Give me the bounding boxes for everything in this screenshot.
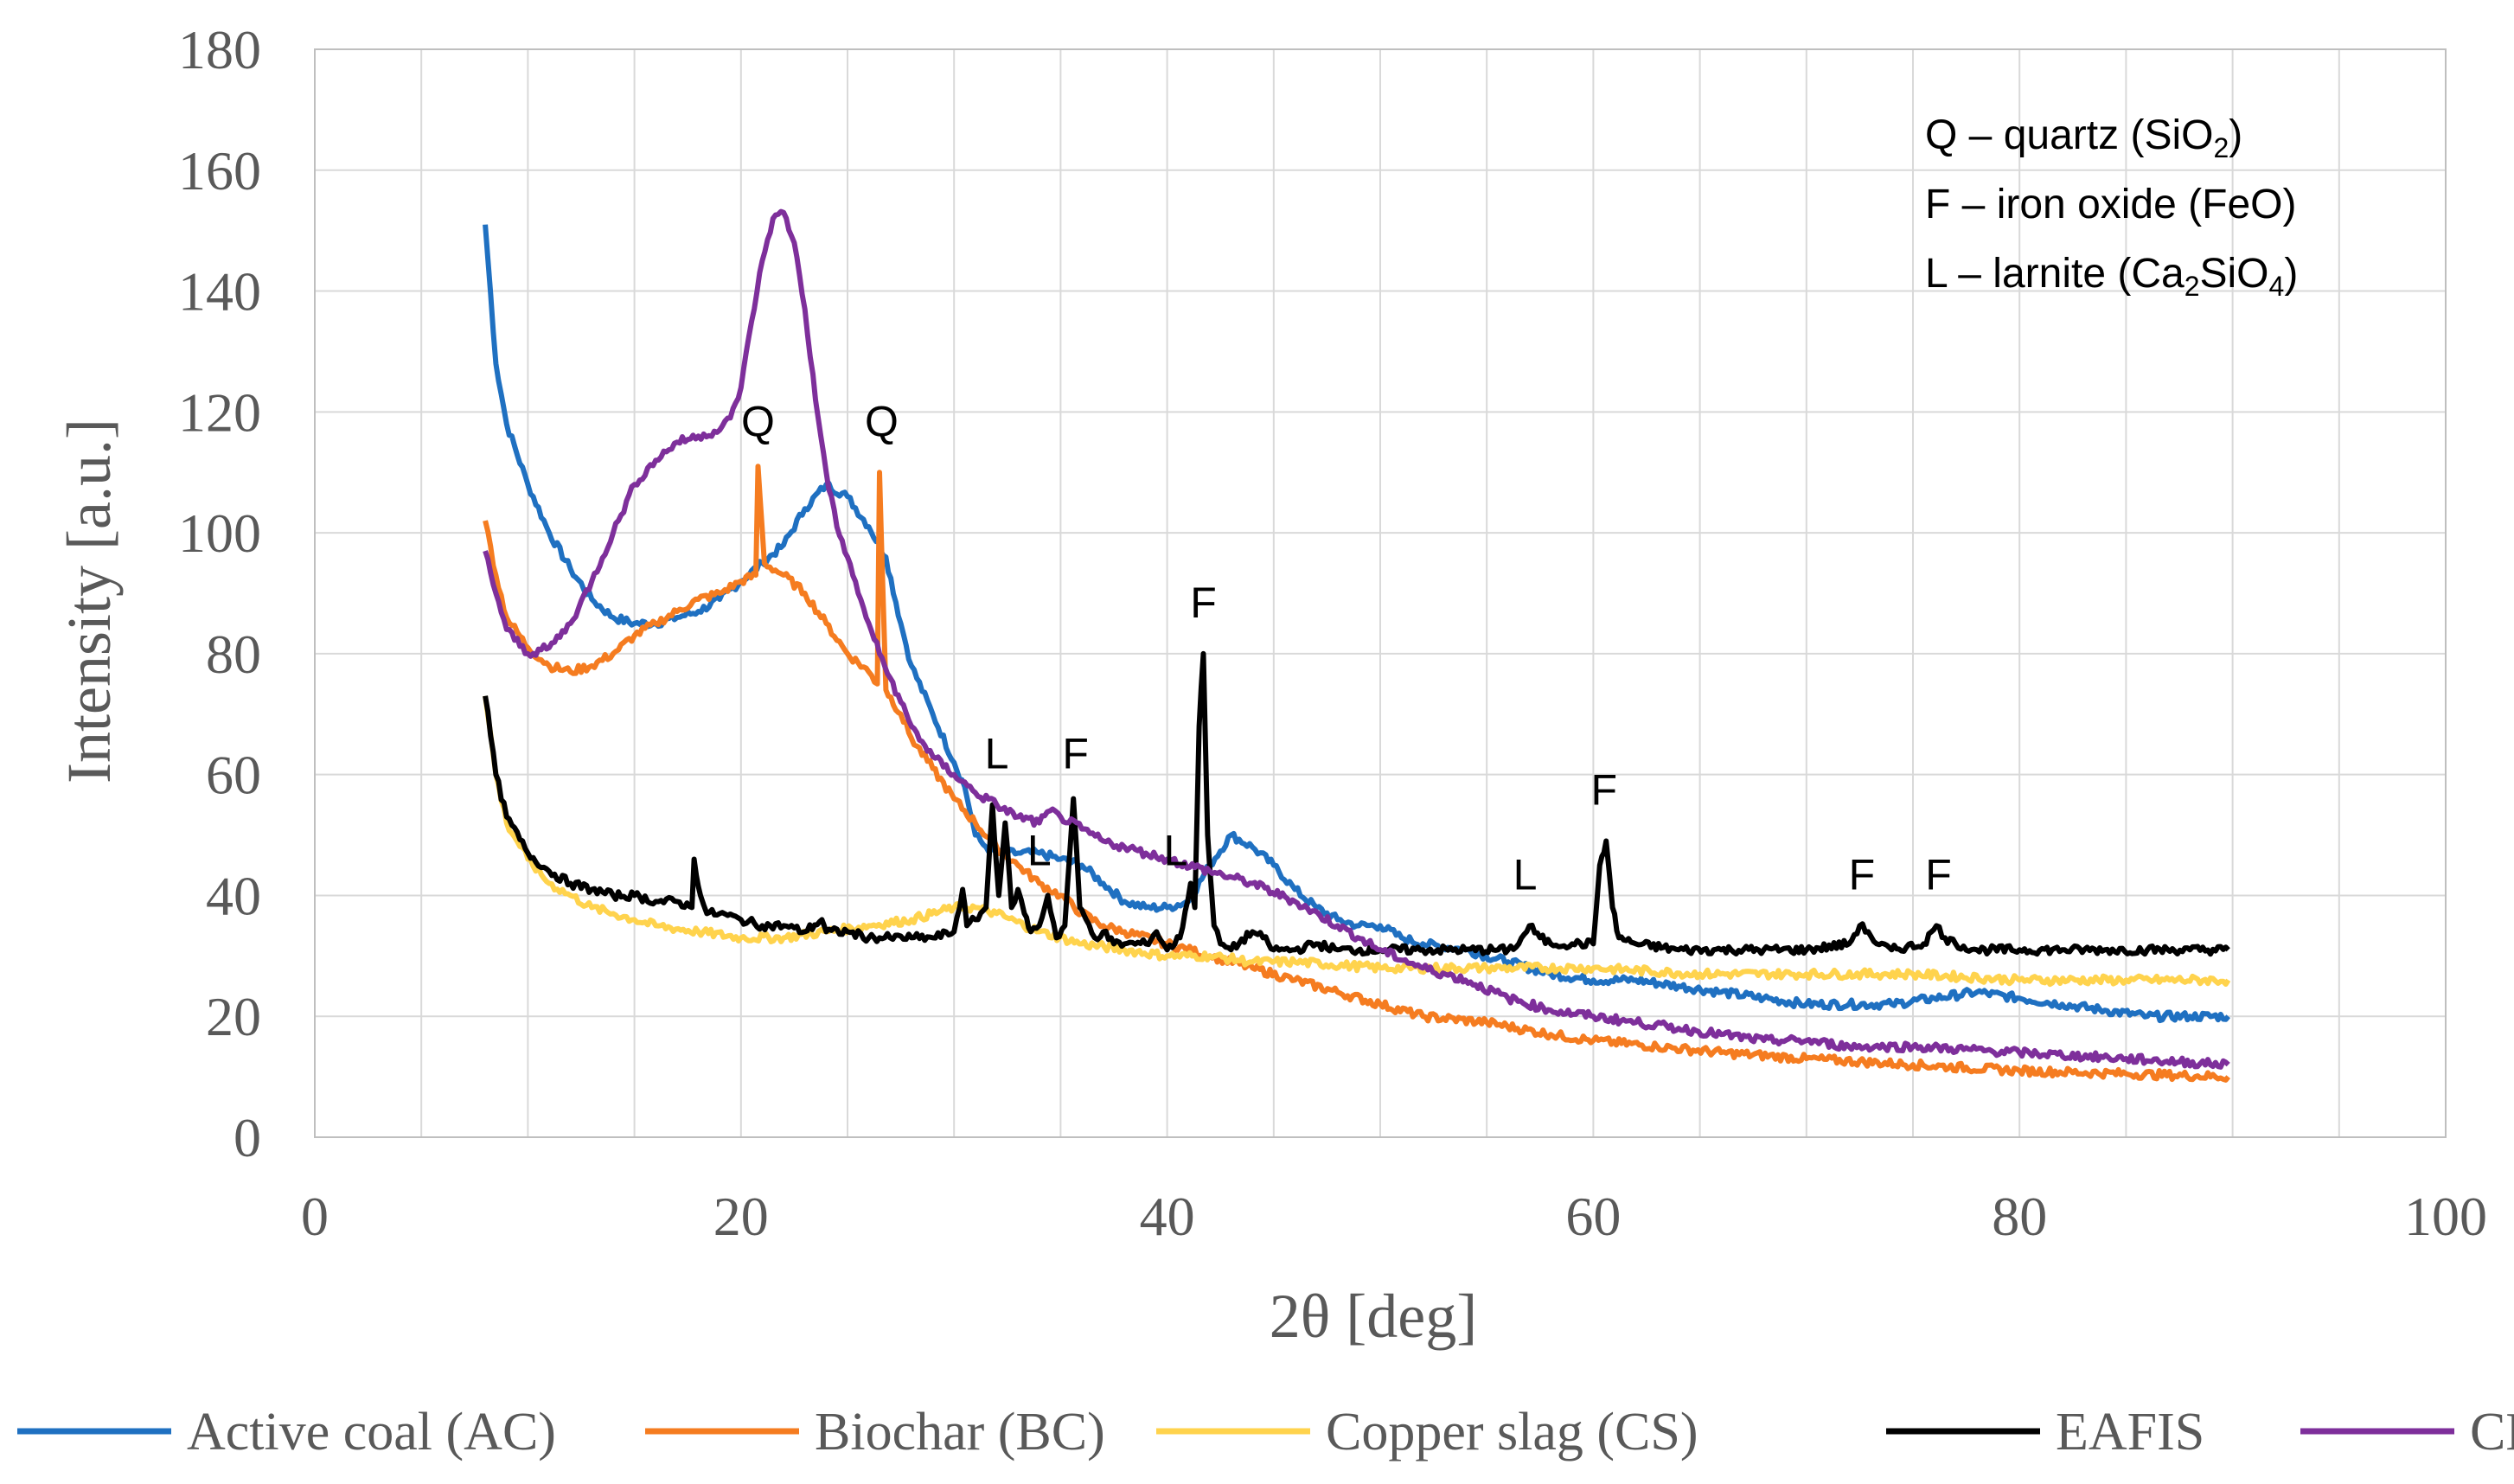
legend-label: Copper slag (CS) — [1326, 1403, 1698, 1462]
x-tick-label: 0 — [301, 1186, 329, 1247]
y-tick-label: 180 — [178, 19, 261, 80]
y-axis-title: Intensity [a.u.] — [54, 419, 124, 784]
peak-label: F — [1849, 850, 1876, 899]
y-tick-label: 80 — [206, 624, 261, 685]
x-tick-label: 60 — [1565, 1186, 1621, 1247]
x-tick-label: 40 — [1140, 1186, 1195, 1247]
axes: 0 20 40 60 80 100 0 20 40 60 80 100 120 140 160 180 — [178, 19, 2487, 1247]
phase-key: Q – quartz (SiO2) F – iron oxide (FeO) L –… — [1925, 112, 2298, 302]
series-line-5 — [483, 208, 2230, 1070]
phase-key-entry: F – iron oxide (FeO) — [1925, 182, 2296, 227]
peak-label: Q — [865, 397, 899, 445]
x-axis-title: 2θ [deg] — [1270, 1282, 1477, 1351]
x-tick-label: 100 — [2404, 1186, 2487, 1247]
peak-label: L — [1164, 827, 1188, 875]
series-line-1 — [483, 224, 2231, 1024]
x-tick-label: 80 — [1992, 1186, 2047, 1247]
legend-label: EAFIS — [2056, 1403, 2204, 1462]
y-tick-label: 0 — [233, 1107, 261, 1168]
plot-border — [314, 48, 2447, 1138]
y-tick-label: 140 — [178, 261, 261, 323]
legend-label: Active coal (AC) — [187, 1403, 556, 1462]
peak-label: F — [1190, 579, 1217, 627]
legend-label: CHS — [2470, 1403, 2514, 1462]
peak-labels: Q QFL FL L LFF F — [741, 397, 1952, 899]
peak-label: F — [1590, 766, 1617, 815]
peak-label: F — [1925, 850, 1952, 899]
y-tick-label: 120 — [178, 381, 261, 443]
y-tick-label: 160 — [178, 140, 261, 201]
phase-key-entry: Q – quartz (SiO2) — [1925, 112, 2242, 163]
series-line-3 — [483, 695, 2231, 988]
series-group — [483, 208, 2231, 1083]
y-tick-label: 40 — [206, 865, 261, 926]
peak-label: Q — [741, 397, 775, 445]
peak-label: F — [1062, 730, 1089, 778]
legend-label: Biochar (BC) — [815, 1403, 1105, 1462]
peak-label: L — [985, 730, 1009, 778]
legend: Active coal (AC) Biochar (BC) Copper slag … — [17, 1403, 2514, 1462]
series-line-2 — [483, 464, 2231, 1083]
peak-label: L — [1027, 827, 1052, 875]
series-line-4 — [483, 650, 2230, 957]
y-tick-label: 20 — [206, 986, 261, 1047]
phase-key-entry: L – larnite (Ca2SiO4) — [1925, 251, 2298, 302]
x-tick-label: 20 — [713, 1186, 769, 1247]
y-tick-label: 60 — [206, 745, 261, 806]
peak-label: L — [1513, 850, 1538, 899]
y-tick-label: 100 — [178, 502, 261, 564]
